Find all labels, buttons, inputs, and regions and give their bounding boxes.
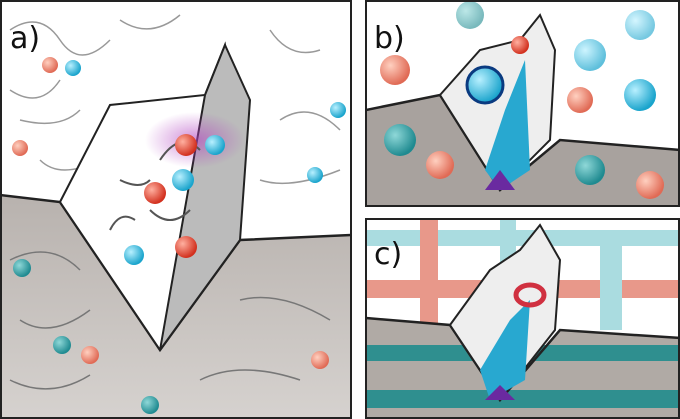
panel-b bbox=[366, 0, 680, 207]
panel-c bbox=[366, 218, 680, 419]
panel-a bbox=[0, 0, 352, 419]
figure: a) b) c) bbox=[0, 0, 680, 419]
panel-label: b) bbox=[374, 21, 405, 56]
panel-label: a) bbox=[10, 21, 40, 56]
panel-label: c) bbox=[374, 237, 402, 272]
